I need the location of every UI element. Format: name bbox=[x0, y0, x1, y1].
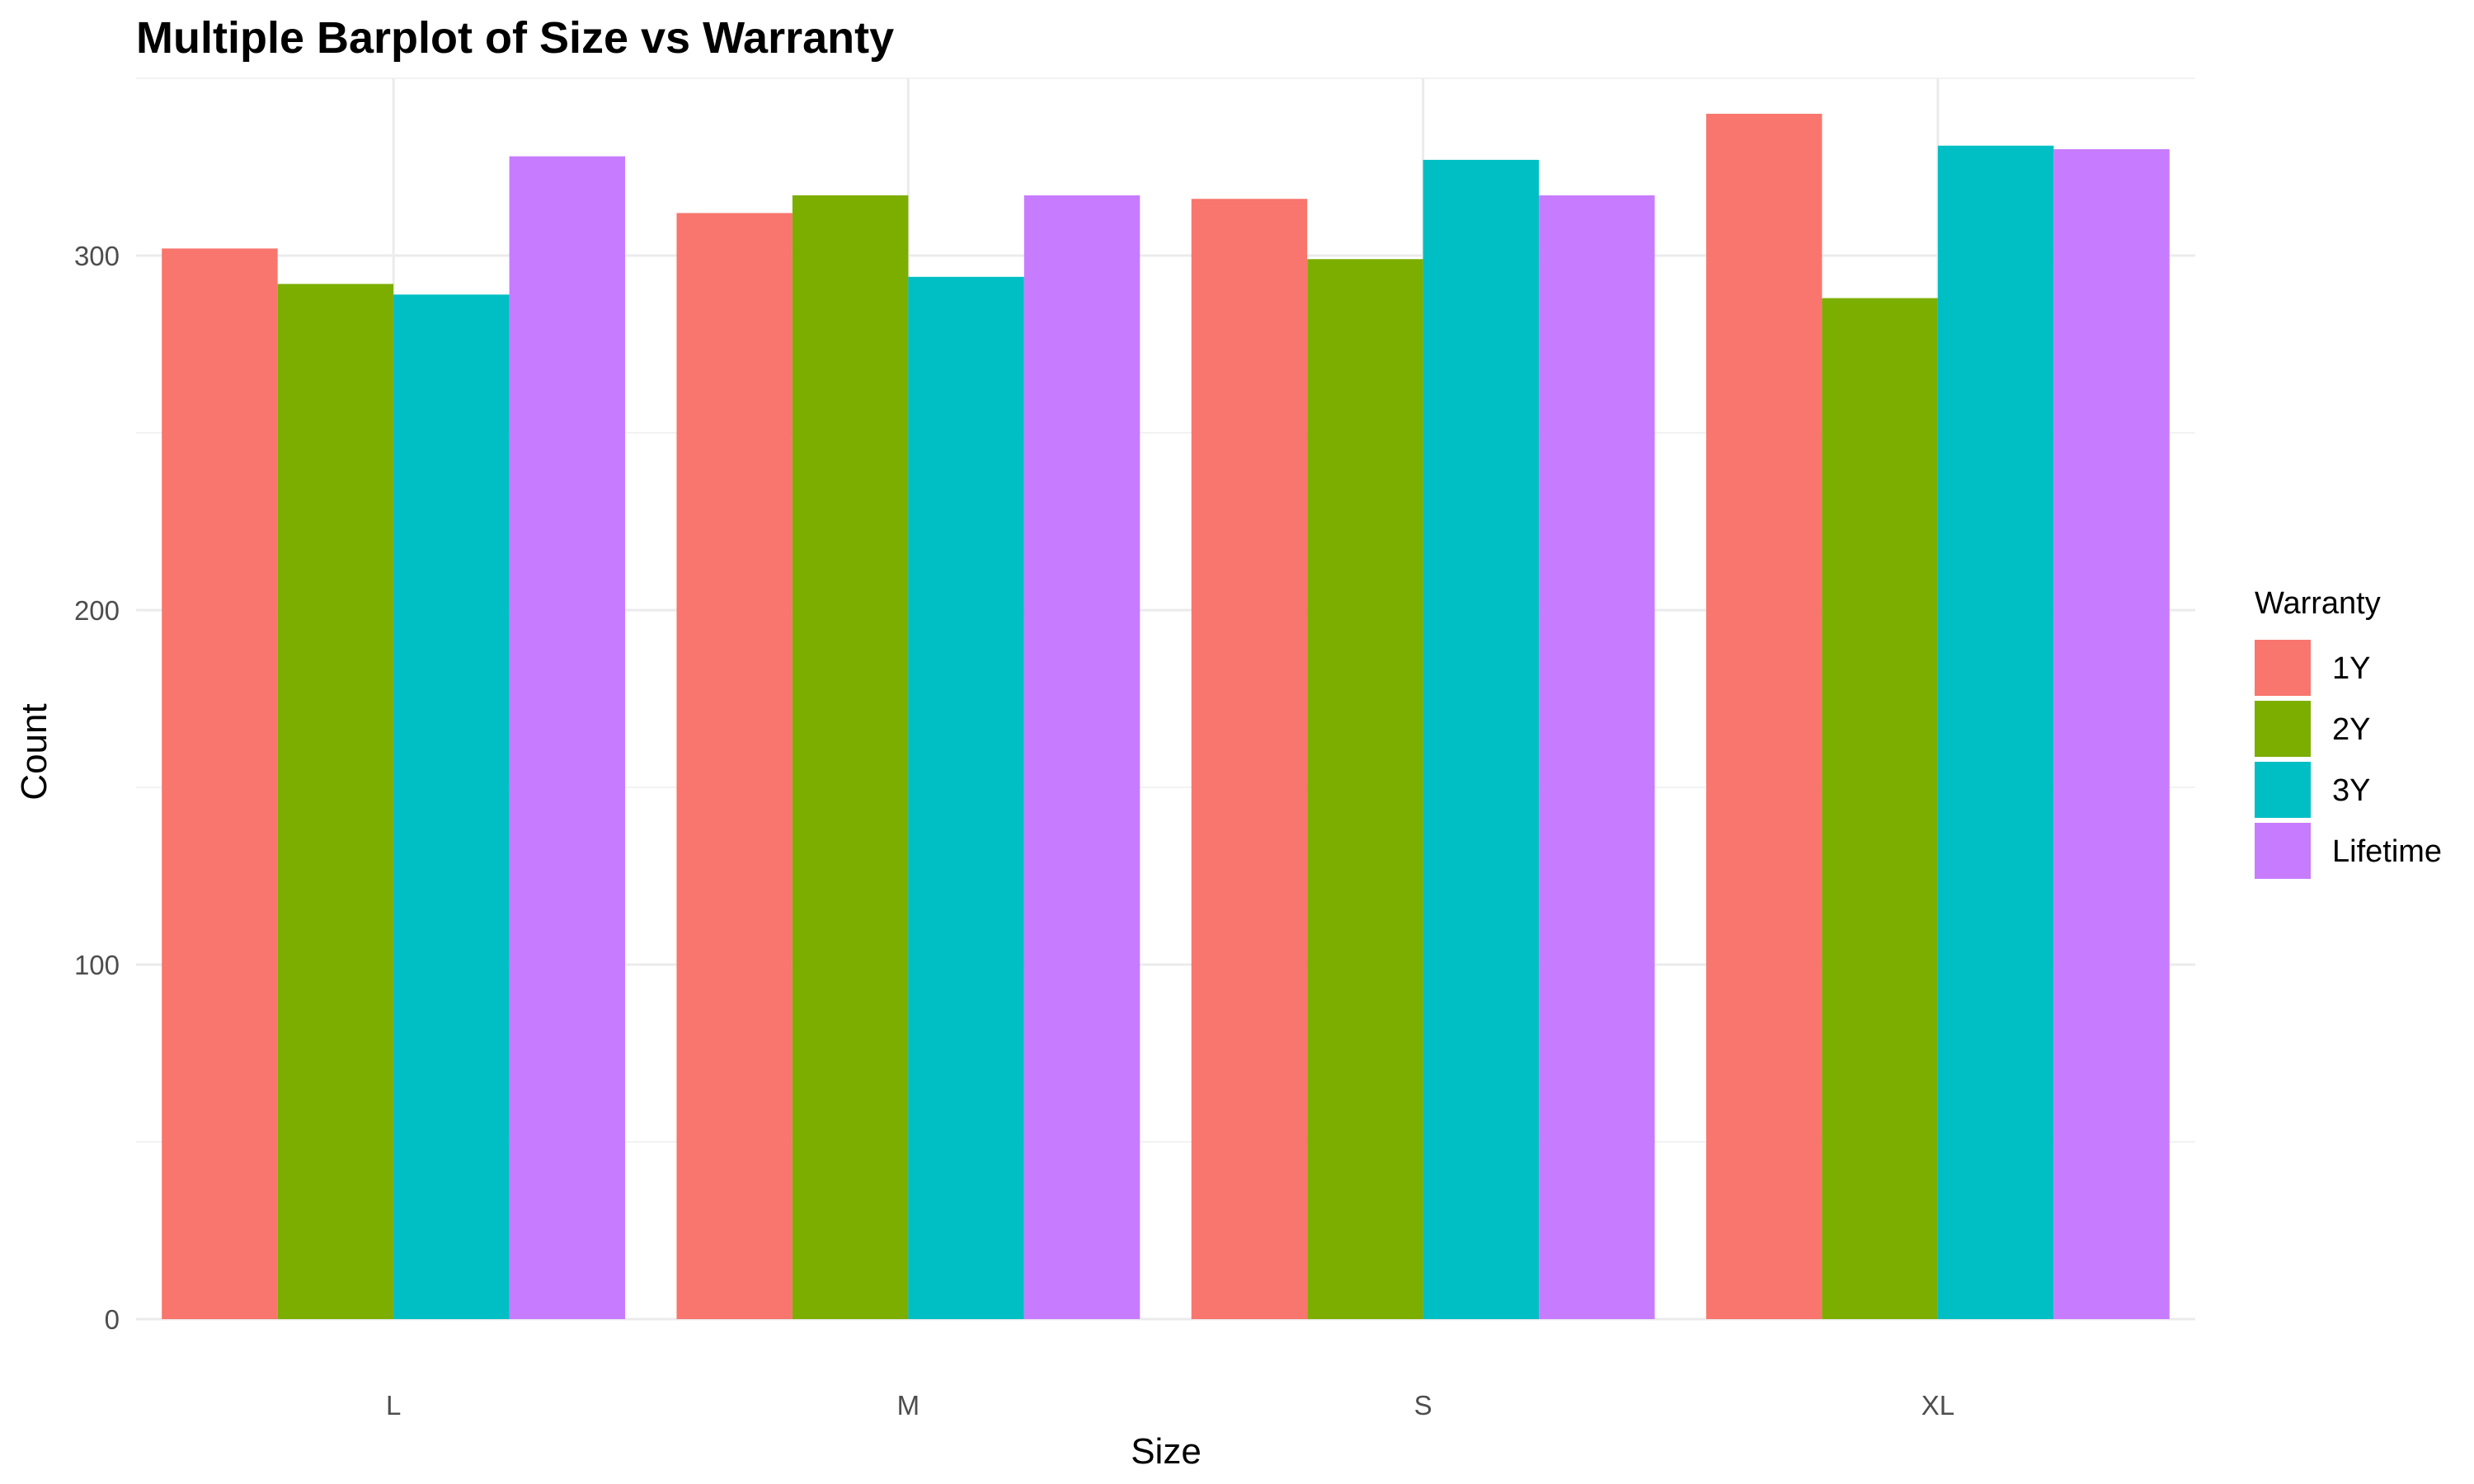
x-tick-label: L bbox=[386, 1390, 401, 1421]
legend-label-lifetime: Lifetime bbox=[2332, 834, 2442, 869]
legend-label-1y: 1Y bbox=[2332, 651, 2370, 686]
bar-s-3y bbox=[1423, 159, 1540, 1319]
bar-m-3y bbox=[908, 276, 1024, 1319]
bar-xl-1y bbox=[1705, 114, 1823, 1319]
y-tick-label: 100 bbox=[74, 950, 120, 980]
legend-title: Warranty bbox=[2255, 586, 2381, 621]
bar-s-1y bbox=[1191, 199, 1308, 1320]
bar-s-lifetime bbox=[1539, 195, 1655, 1319]
bar-l-1y bbox=[162, 248, 278, 1319]
bar-s-2y bbox=[1307, 259, 1423, 1319]
x-tick-label: M bbox=[897, 1390, 920, 1421]
bar-xl-2y bbox=[1822, 298, 1938, 1320]
bar-m-2y bbox=[792, 195, 909, 1319]
legend-label-2y: 2Y bbox=[2332, 712, 2370, 747]
bar-l-3y bbox=[393, 294, 510, 1319]
y-tick-label: 300 bbox=[74, 241, 120, 271]
x-axis-ticks: L M S XL bbox=[386, 1390, 1954, 1421]
y-tick-label: 0 bbox=[105, 1304, 120, 1335]
legend-label-3y: 3Y bbox=[2332, 773, 2370, 808]
x-axis-title: Size bbox=[1131, 1431, 1202, 1472]
bar-m-1y bbox=[676, 213, 793, 1319]
legend-items: 1Y 2Y 3Y Lifetime bbox=[2255, 640, 2442, 879]
bars bbox=[162, 114, 2170, 1320]
bar-l-2y bbox=[277, 284, 394, 1319]
y-axis-title: Count bbox=[14, 703, 54, 800]
legend-key-1y bbox=[2255, 640, 2311, 696]
bar-m-lifetime bbox=[1023, 195, 1141, 1319]
chart-title: Multiple Barplot of Size vs Warranty bbox=[136, 13, 894, 63]
bar-l-lifetime bbox=[509, 156, 626, 1320]
legend: Warranty 1Y 2Y 3Y Lifetime bbox=[2255, 586, 2442, 879]
y-axis-ticks: 0 100 200 300 bbox=[74, 241, 120, 1335]
y-tick-label: 200 bbox=[74, 595, 120, 626]
legend-key-lifetime bbox=[2255, 823, 2311, 879]
bar-xl-lifetime bbox=[2053, 149, 2170, 1319]
bar-xl-3y bbox=[1937, 145, 2054, 1320]
legend-key-2y bbox=[2255, 701, 2311, 757]
x-tick-label: XL bbox=[1921, 1390, 1954, 1421]
x-tick-label: S bbox=[1414, 1390, 1432, 1421]
legend-key-3y bbox=[2255, 762, 2311, 818]
